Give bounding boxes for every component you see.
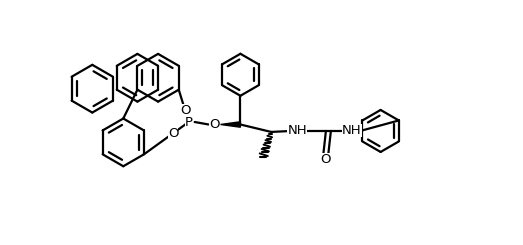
Text: O: O: [180, 104, 190, 117]
Text: P: P: [185, 115, 192, 129]
Text: NH: NH: [342, 124, 361, 137]
Text: O: O: [321, 153, 331, 166]
Text: O: O: [168, 127, 178, 140]
Text: O: O: [209, 118, 220, 131]
Text: NH: NH: [287, 124, 307, 137]
Polygon shape: [221, 122, 241, 127]
